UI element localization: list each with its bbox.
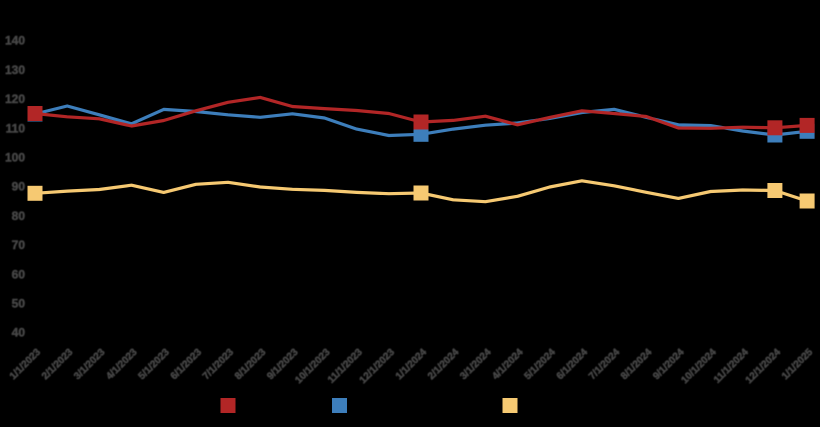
svg-text:Index C: Index C — [523, 400, 561, 412]
svg-text:140: 140 — [5, 34, 25, 48]
svg-text:90: 90 — [12, 180, 26, 194]
svg-text:Index A: Index A — [241, 400, 278, 412]
svg-text:40: 40 — [12, 326, 26, 340]
svg-text:110: 110 — [6, 121, 26, 135]
svg-text:120: 120 — [5, 92, 25, 106]
svg-text:Index B: Index B — [352, 400, 389, 412]
svg-text:60: 60 — [12, 267, 26, 281]
svg-text:80: 80 — [12, 209, 26, 223]
svg-text:130: 130 — [5, 63, 25, 77]
svg-text:50: 50 — [12, 297, 26, 311]
svg-text:100: 100 — [5, 151, 25, 165]
svg-text:70: 70 — [12, 238, 26, 252]
